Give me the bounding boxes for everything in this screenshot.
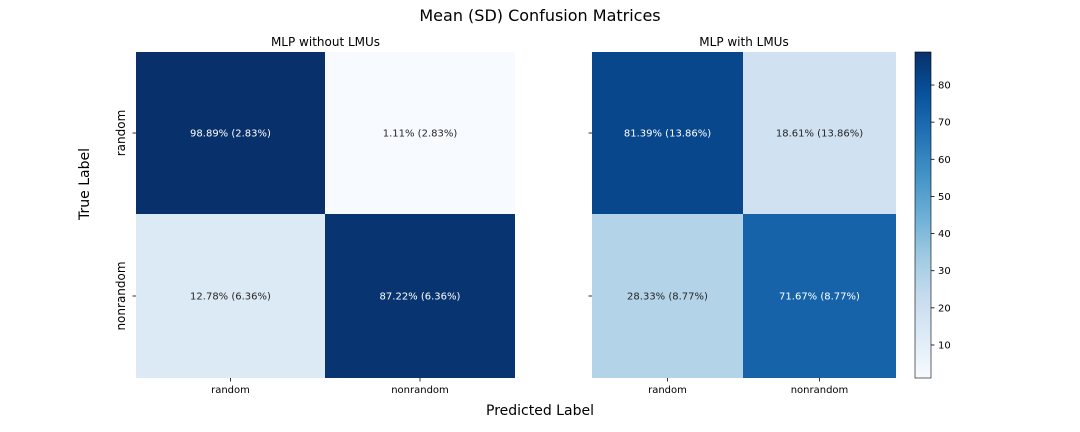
figure-title: Mean (SD) Confusion Matrices [419, 6, 660, 25]
x-axis-label: Predicted Label [486, 403, 594, 419]
colorbar-tick-label: 50 [938, 192, 951, 203]
cell-label: 1.11% (2.83%) [383, 129, 458, 140]
heatmap-panel-with-lmus: MLP with LMUs 81.39% (13.86%) 18.61% (13.8… [588, 35, 896, 396]
colorbar-tick-label: 40 [938, 229, 951, 240]
heatmap-cell [136, 214, 325, 378]
cell-label: 81.39% (13.86%) [624, 129, 711, 140]
panel-title: MLP with LMUs [699, 35, 788, 49]
x-tick-label: nonrandom [391, 385, 449, 396]
heatmap-cell [325, 52, 515, 214]
y-tick-label: nonrandom [114, 261, 128, 330]
colorbar-tick-label: 20 [938, 303, 951, 314]
y-tick-label: random [114, 110, 128, 157]
colorbar: 10 20 30 40 50 60 70 80 [914, 51, 951, 379]
cell-label: 87.22% (6.36%) [380, 292, 461, 303]
colorbar-tick-label: 80 [938, 81, 951, 92]
heatmap-cell [592, 52, 743, 214]
cell-label: 71.67% (8.77%) [779, 292, 860, 303]
x-tick-label: random [211, 385, 250, 396]
x-tick-label: nonrandom [791, 385, 849, 396]
colorbar-gradient [914, 51, 932, 379]
y-axis-label: True Label [77, 148, 93, 221]
heatmap-cell [136, 52, 325, 214]
heatmap-cell [325, 214, 515, 378]
colorbar-tick-label: 60 [938, 155, 951, 166]
cell-label: 28.33% (8.77%) [627, 292, 708, 303]
heatmap-panel-without-lmus: MLP without LMUs 98.89% (2.83%) 1.11% (2.8… [114, 35, 515, 396]
panel-title: MLP without LMUs [271, 35, 380, 49]
heatmap-cell [592, 214, 743, 378]
cell-label: 12.78% (6.36%) [190, 292, 271, 303]
heatmap-cell [743, 52, 896, 214]
x-tick-label: random [648, 385, 687, 396]
cell-label: 98.89% (2.83%) [190, 129, 271, 140]
cell-label: 18.61% (13.86%) [776, 129, 863, 140]
colorbar-tick-label: 30 [938, 266, 951, 277]
colorbar-tick-label: 70 [938, 118, 951, 129]
heatmap-cell [743, 214, 896, 378]
colorbar-tick-label: 10 [938, 340, 951, 351]
